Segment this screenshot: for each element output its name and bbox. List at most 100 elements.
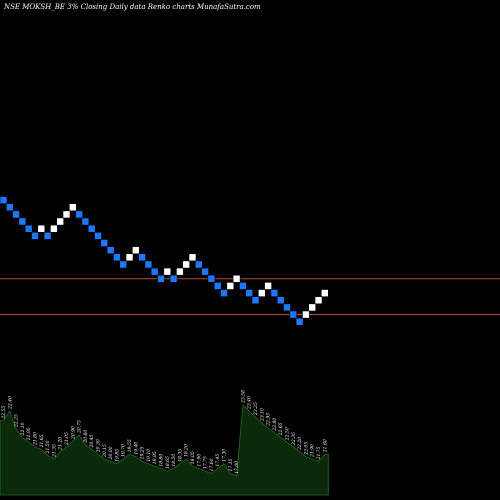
reference-lines [0, 278, 500, 316]
renko-brick [308, 303, 317, 312]
renko-brick [302, 310, 310, 319]
renko-brick [50, 224, 58, 233]
volume-label: 23.10 [259, 408, 265, 422]
renko-brick [188, 253, 197, 262]
renko-brick [169, 274, 178, 283]
volume-label: 22.20 [297, 437, 303, 451]
renko-brick [119, 260, 127, 269]
volume-label: 17.60 [209, 458, 215, 471]
renko-brick [163, 267, 172, 276]
renko-brick [195, 260, 203, 269]
volume-label: 18.35 [177, 449, 183, 462]
renko-brick [182, 260, 190, 269]
volume-label: 21.95 [26, 427, 32, 441]
volume-label: 23.40 [247, 396, 253, 410]
renko-brick [207, 274, 216, 283]
volume-label: 18.20 [184, 444, 190, 457]
volume-label: 21.80 [33, 432, 39, 446]
renko-brick [295, 317, 304, 326]
renko-brick [226, 282, 235, 290]
volume-label: 22.65 [278, 422, 284, 436]
volume-label: 21.60 [322, 439, 328, 453]
renko-brick [106, 246, 115, 255]
renko-brick [257, 289, 266, 297]
renko-brick [113, 253, 121, 262]
volume-label: 21.75 [316, 446, 322, 460]
renko-brick [289, 310, 298, 319]
volume-label: 17.75 [203, 456, 209, 469]
volume-label: 19.55 [127, 439, 133, 452]
volume-label: 21.50 [45, 440, 51, 454]
renko-brick [144, 260, 153, 269]
renko-brick [100, 239, 109, 247]
volume-label: 21.90 [310, 444, 316, 458]
renko-brick [31, 231, 39, 240]
renko-brick [314, 296, 323, 305]
volume-label: 19.25 [140, 446, 146, 459]
renko-brick [0, 196, 8, 204]
volume-label: 20.00 [108, 446, 114, 460]
volume-label: 19.10 [146, 449, 152, 462]
renko-brick [283, 303, 291, 312]
volume-label: 20.90 [70, 426, 76, 440]
volume-label: 20.60 [83, 430, 89, 444]
renko-brick [24, 224, 33, 233]
renko-brick [157, 274, 165, 283]
renko-brick [81, 217, 90, 226]
renko-brick [270, 289, 279, 297]
volume-label: 20.15 [102, 444, 108, 458]
volume-label: 22.50 [285, 427, 291, 441]
renko-brick [239, 282, 247, 290]
renko-bricks [0, 196, 329, 326]
volume-label: 22.35 [291, 432, 297, 446]
volume-label: 22.25 [14, 414, 20, 428]
renko-brick [251, 296, 260, 305]
volume-label: 19.85 [114, 449, 120, 462]
renko-brick [245, 289, 253, 297]
volume-label: 17.90 [196, 454, 202, 467]
renko-brick [132, 246, 140, 255]
volume-label: 18.80 [159, 454, 165, 467]
volume-label: 20.30 [96, 439, 102, 453]
renko-brick [56, 217, 65, 226]
volume-area [0, 404, 329, 496]
renko-brick [94, 231, 102, 240]
volume-label: 21.05 [64, 432, 70, 446]
renko-brick [37, 224, 46, 233]
volume-label: 22.05 [303, 442, 309, 456]
renko-brick [75, 210, 83, 219]
volume-label: 19.40 [133, 442, 139, 455]
renko-brick [43, 231, 52, 240]
renko-brick [138, 253, 146, 262]
renko-brick [87, 224, 96, 233]
renko-brick [232, 274, 241, 283]
volume-label: 18.50 [171, 454, 177, 467]
volume-label: 17.15 [228, 458, 234, 471]
volume-label: 18.65 [165, 456, 171, 469]
renko-brick [18, 217, 27, 226]
chart-title: NSE MOKSH_BE 3% Closing Daily data Renko… [3, 3, 261, 11]
volume-label: 21.35 [51, 444, 57, 458]
renko-brick [6, 203, 14, 212]
volume-area-path [0, 404, 329, 496]
renko-brick [213, 282, 222, 290]
volume-label: 23.25 [253, 402, 259, 416]
volume-label: 21.20 [58, 437, 64, 451]
volume-label: 17.45 [215, 454, 221, 467]
renko-brick [62, 210, 71, 219]
renko-brick [201, 267, 209, 276]
renko-brick [69, 203, 77, 212]
volume-label: 22.40 [7, 396, 13, 410]
volume-label: 20.75 [77, 420, 83, 434]
volume-label: 22.55 [1, 406, 7, 420]
renko-brick [276, 296, 285, 305]
renko-brick [220, 289, 228, 297]
renko-brick [125, 253, 134, 262]
volume-label: 22.95 [266, 413, 272, 427]
renko-brick [176, 267, 184, 276]
volume-label: 22.80 [272, 418, 278, 432]
renko-brick [264, 282, 272, 290]
volume-label: 21.65 [39, 434, 45, 448]
